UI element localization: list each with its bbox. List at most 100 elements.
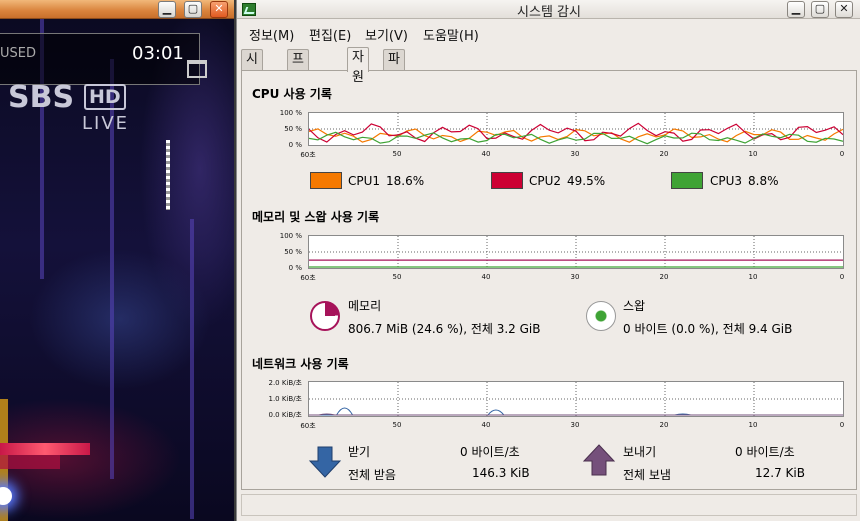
mem-x-tick: 50 bbox=[392, 273, 402, 281]
cpu-x-tick: 50 bbox=[392, 150, 402, 158]
cpu3-legend-label: CPU3 bbox=[710, 174, 743, 188]
cpu1-legend-value: 18.6% bbox=[386, 174, 425, 188]
receive-trace bbox=[309, 407, 843, 416]
memory-history-title: 메모리 및 스왑 사용 기록 bbox=[252, 210, 380, 224]
tab-processes[interactable]: 프로세스 bbox=[287, 49, 309, 127]
send-trace bbox=[309, 413, 843, 416]
mem-y-tick: 50 % bbox=[284, 248, 302, 256]
video-minimize-button[interactable]: ▁ bbox=[158, 1, 176, 18]
mem-x-tick: 20 bbox=[659, 273, 669, 281]
mem-y-tick: 0 % bbox=[288, 264, 302, 272]
text-cursor-icon bbox=[166, 140, 170, 210]
tab-system[interactable]: 시스템 bbox=[241, 49, 263, 107]
mem-x-tick: 0 bbox=[839, 273, 845, 281]
download-arrow-icon[interactable] bbox=[308, 445, 342, 479]
receive-label: 받기 bbox=[348, 445, 371, 459]
cpu-x-tick: 20 bbox=[659, 150, 669, 158]
net-x-tick: 60초 bbox=[300, 422, 316, 430]
video-stage-light bbox=[0, 443, 90, 455]
mem-x-tick: 30 bbox=[570, 273, 580, 281]
network-history-title: 네트워크 사용 기록 bbox=[252, 357, 349, 371]
swap-value: 0 바이트 (0.0 %), 전체 9.4 GiB bbox=[623, 322, 793, 336]
swap-label: 스왑 bbox=[623, 299, 646, 313]
menu-info[interactable]: 정보(M) bbox=[249, 29, 295, 44]
memory-label: 메모리 bbox=[348, 299, 382, 313]
maximize-button[interactable]: ▢ bbox=[811, 1, 829, 18]
memory-pie-icon[interactable] bbox=[310, 301, 340, 331]
resources-panel: CPU 사용 기록 100 % 50 % 0 % 60초 50 40 30 20… bbox=[241, 70, 857, 490]
net-y-tick: 0.0 KiB/초 bbox=[268, 411, 303, 419]
live-label: LIVE bbox=[82, 113, 130, 134]
net-x-tick: 0 bbox=[839, 421, 845, 429]
send-label: 보내기 bbox=[623, 445, 657, 459]
cpu2-trace bbox=[309, 122, 843, 143]
video-close-button[interactable]: ✕ bbox=[210, 1, 228, 18]
video-maximize-button[interactable]: ▢ bbox=[184, 1, 202, 18]
video-osd-time: 03:01 bbox=[132, 43, 184, 64]
total-received-value: 146.3 KiB bbox=[472, 466, 530, 480]
receive-rate: 0 바이트/초 bbox=[460, 445, 520, 459]
swap-pie-icon[interactable] bbox=[586, 301, 616, 331]
total-sent-value: 12.7 KiB bbox=[755, 466, 805, 480]
menubar: 정보(M) 편집(E) 보기(V) 도움말(H) bbox=[237, 20, 860, 46]
mem-x-tick: 40 bbox=[481, 273, 491, 281]
total-received-label: 전체 받음 bbox=[348, 468, 396, 482]
system-monitor-window[interactable]: 시스템 감시 ▁ ▢ ✕ 정보(M) 편집(E) 보기(V) 도움말(H) 시스… bbox=[236, 0, 860, 521]
window-title: 시스템 감시 bbox=[517, 5, 581, 20]
cpu-y-tick: 50 % bbox=[284, 125, 302, 133]
video-osd-status: USED bbox=[0, 46, 36, 61]
mem-x-tick: 10 bbox=[748, 273, 758, 281]
cpu3-legend-value: 8.8% bbox=[748, 174, 779, 188]
net-x-tick: 10 bbox=[748, 421, 758, 429]
cpu-x-tick: 30 bbox=[570, 150, 580, 158]
video-decor-line bbox=[40, 19, 44, 279]
cpu1-color-button[interactable] bbox=[310, 172, 342, 189]
net-x-tick: 50 bbox=[392, 421, 402, 429]
sysmon-titlebar[interactable]: 시스템 감시 ▁ ▢ ✕ bbox=[237, 0, 860, 20]
close-button[interactable]: ✕ bbox=[835, 1, 853, 18]
menu-view[interactable]: 보기(V) bbox=[365, 29, 408, 44]
cpu-x-tick: 10 bbox=[748, 150, 758, 158]
video-decor-line bbox=[110, 59, 114, 479]
memory-history-graph bbox=[308, 235, 844, 269]
cpu2-legend-label: CPU2 bbox=[529, 174, 562, 188]
cpu-history-title: CPU 사용 기록 bbox=[252, 87, 332, 101]
cpu-x-tick: 0 bbox=[839, 150, 845, 158]
video-stage-light bbox=[0, 455, 60, 469]
menu-edit[interactable]: 편집(E) bbox=[309, 29, 352, 44]
minimize-button[interactable]: ▁ bbox=[787, 1, 805, 18]
cpu-x-tick: 40 bbox=[481, 150, 491, 158]
send-rate: 0 바이트/초 bbox=[735, 445, 795, 459]
cpu-y-tick: 0 % bbox=[288, 141, 302, 149]
net-y-tick: 2.0 KiB/초 bbox=[268, 379, 303, 387]
broadcaster-logo: SBS bbox=[8, 80, 75, 115]
net-y-tick: 1.0 KiB/초 bbox=[268, 395, 303, 403]
cpu3-color-button[interactable] bbox=[671, 172, 703, 189]
video-player-window[interactable]: ▁ ▢ ✕ USED 03:01 SBS HD LIVE bbox=[0, 0, 234, 521]
mem-x-tick: 60초 bbox=[300, 274, 316, 282]
menu-help[interactable]: 도움말(H) bbox=[423, 29, 479, 44]
net-x-tick: 40 bbox=[481, 421, 491, 429]
memory-value: 806.7 MiB (24.6 %), 전체 3.2 GiB bbox=[348, 322, 541, 336]
cpu2-color-button[interactable] bbox=[491, 172, 523, 189]
cpu-y-tick: 100 % bbox=[279, 109, 302, 117]
window-divider bbox=[234, 0, 236, 521]
tab-filesystems[interactable]: 파일시스템 bbox=[383, 49, 405, 147]
status-strip bbox=[241, 494, 857, 516]
net-x-tick: 20 bbox=[659, 421, 669, 429]
video-player-titlebar[interactable]: ▁ ▢ ✕ bbox=[0, 0, 234, 19]
video-osd-bar: USED 03:01 bbox=[0, 33, 207, 85]
upload-arrow-icon[interactable] bbox=[582, 443, 616, 477]
cpu2-legend-value: 49.5% bbox=[567, 174, 606, 188]
video-stage-glow bbox=[0, 487, 12, 505]
cpu-history-graph bbox=[308, 112, 844, 146]
cpu3-trace bbox=[309, 131, 843, 145]
mem-y-tick: 100 % bbox=[279, 232, 302, 240]
video-decor-line bbox=[190, 219, 194, 519]
network-history-graph bbox=[308, 381, 844, 417]
fullscreen-icon[interactable] bbox=[187, 60, 207, 78]
tab-resources[interactable]: 자원 bbox=[347, 47, 369, 85]
system-monitor-app-icon[interactable] bbox=[242, 3, 256, 16]
video-frame[interactable] bbox=[0, 19, 234, 521]
cpu-x-tick: 60초 bbox=[300, 151, 316, 159]
